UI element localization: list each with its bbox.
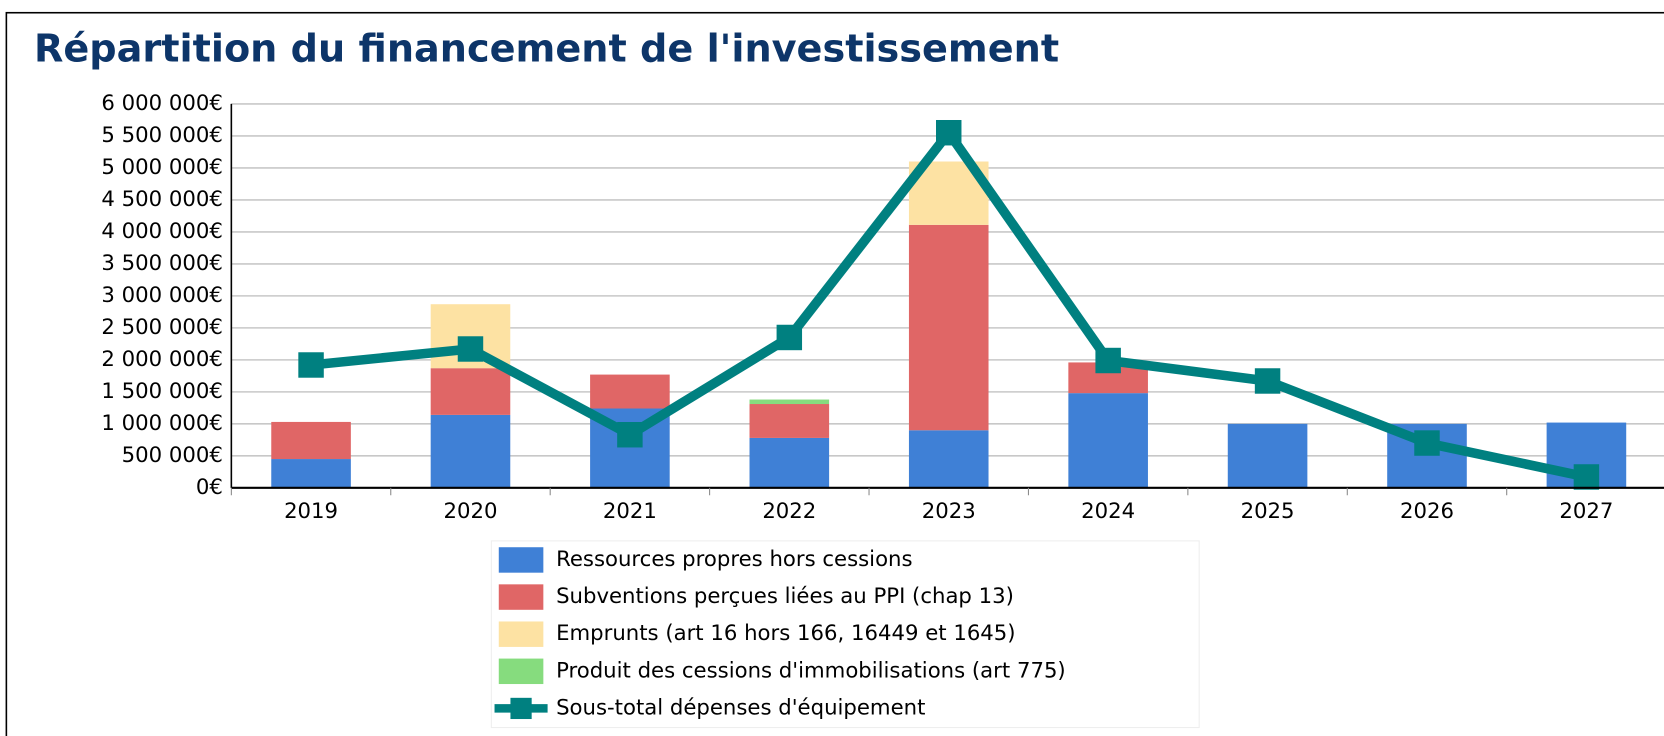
bar-segment [271, 459, 351, 488]
line-marker [1414, 430, 1440, 456]
x-tick-label: 2025 [1241, 499, 1295, 524]
legend-label: Emprunts (art 16 hors 166, 16449 et 1645… [556, 621, 1016, 646]
y-tick-label: 1 000 000€ [101, 411, 222, 436]
legend-label: Sous-total dépenses d'équipement [556, 695, 925, 720]
bar-segment [271, 421, 351, 460]
x-tick-label: 2022 [762, 499, 816, 524]
line-marker [457, 336, 484, 362]
legend-swatch [498, 658, 544, 685]
legend [490, 540, 1200, 729]
legend-swatch [498, 547, 544, 573]
x-tick-label: 2023 [922, 499, 976, 524]
y-tick-label: 2 000 000€ [101, 347, 222, 372]
line-marker [1254, 368, 1281, 394]
bar-segment [430, 414, 511, 488]
line-marker [617, 422, 643, 448]
y-tick-label: 2 500 000€ [101, 315, 222, 340]
x-tick-label: 2021 [603, 499, 657, 524]
y-tick-label: 4 500 000€ [101, 187, 222, 212]
x-tick-label: 2026 [1400, 499, 1454, 524]
line-marker [776, 324, 803, 351]
line-marker [1095, 347, 1121, 374]
bar-segment [1068, 393, 1148, 488]
line-marker [936, 119, 962, 146]
legend-swatch [498, 621, 544, 647]
y-tick-label: 5 000 000€ [101, 155, 222, 180]
chart-title: Répartition du financement de l'investis… [34, 27, 1059, 71]
bar-segment [430, 368, 511, 415]
y-tick-label: 5 500 000€ [101, 123, 222, 148]
bar-segment [908, 430, 989, 488]
legend-swatch [510, 697, 532, 720]
y-tick-label: 0€ [196, 475, 223, 500]
legend-swatch [498, 584, 544, 610]
bar-segment [590, 374, 670, 409]
legend-label: Produit des cessions d'immobilisations (… [556, 658, 1066, 683]
legend-label: Subventions perçues liées au PPI (chap 1… [556, 584, 1014, 609]
y-tick-label: 500 000€ [122, 443, 223, 468]
x-tick-label: 2027 [1559, 499, 1613, 524]
bar-segment [749, 437, 830, 488]
bar-segment [749, 399, 830, 405]
x-tick-label: 2024 [1081, 499, 1135, 524]
y-tick-label: 3 000 000€ [101, 283, 222, 308]
y-tick-label: 3 500 000€ [101, 251, 222, 276]
bar-segment [908, 224, 989, 431]
legend-label: Ressources propres hors cessions [556, 547, 912, 572]
y-tick-label: 4 000 000€ [101, 219, 222, 244]
bar-segment [1227, 423, 1308, 488]
y-tick-label: 1 500 000€ [101, 379, 222, 404]
x-tick-label: 2019 [284, 499, 338, 524]
x-tick-label: 2020 [443, 499, 497, 524]
bar-segment [749, 404, 830, 438]
line-marker [1573, 464, 1600, 490]
y-tick-label: 6 000 000€ [101, 91, 222, 116]
line-marker [298, 352, 324, 378]
